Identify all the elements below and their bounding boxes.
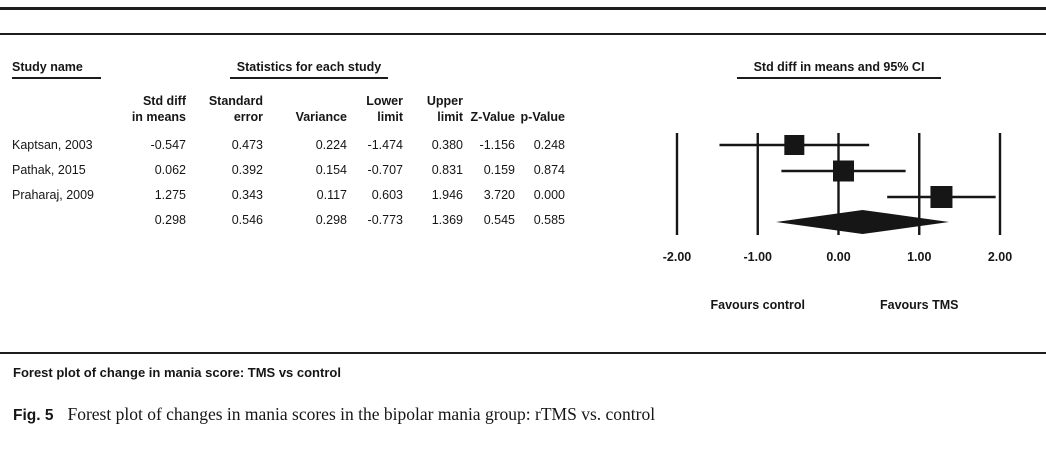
summary-value: -0.773 bbox=[367, 213, 403, 227]
summary-value: 0.546 bbox=[231, 213, 263, 227]
column-headers: Std diff in means Standard error Variance … bbox=[12, 91, 565, 125]
table-value: 0.154 bbox=[315, 163, 347, 177]
figure-caption: Fig. 5 Forest plot of changes in mania sc… bbox=[13, 402, 1013, 428]
column-header-upper-limit: Upper limit bbox=[426, 94, 463, 124]
study-label: Kaptsan, 2003 bbox=[12, 138, 93, 152]
mean-square bbox=[833, 160, 855, 182]
table-value: 0.874 bbox=[533, 163, 565, 177]
forest-plot-svg: -2.00 -1.00 0.00 1.00 2.00 Favours control Fav… bbox=[663, 133, 1012, 312]
statistics-table: Kaptsan, 2003 -0.547 0.473 0.224 -1.474 … bbox=[12, 133, 565, 233]
table-value: 0.224 bbox=[315, 138, 347, 152]
summary-value: 0.298 bbox=[154, 213, 186, 227]
column-header-lower-limit: Lower limit bbox=[366, 94, 403, 124]
column-header-standard-error: Standard error bbox=[208, 94, 263, 124]
favours-tms-label: Favours TMS bbox=[880, 298, 959, 312]
ci-plot-header: Std diff in means and 95% CI bbox=[737, 60, 941, 79]
table-value: 0.380 bbox=[431, 138, 463, 152]
summary-value: 0.585 bbox=[533, 213, 565, 227]
summary-value: 1.369 bbox=[431, 213, 463, 227]
table-value: 0.473 bbox=[231, 138, 263, 152]
table-value: 0.248 bbox=[533, 138, 565, 152]
table-value: 3.720 bbox=[483, 188, 515, 202]
statistics-group-header: Statistics for each study bbox=[230, 60, 388, 79]
table-value: 0.831 bbox=[431, 163, 463, 177]
axis-tick-label: -1.00 bbox=[744, 250, 773, 264]
summary-row-label bbox=[12, 208, 110, 233]
axis-tick-label: 0.00 bbox=[826, 250, 850, 264]
mean-square bbox=[784, 135, 805, 155]
summary-diamond bbox=[776, 210, 950, 234]
axis-tick-label: -2.00 bbox=[663, 250, 692, 264]
top-rule-thick bbox=[0, 7, 1046, 10]
study-label: Pathak, 2015 bbox=[12, 163, 86, 177]
summary-value: 0.298 bbox=[315, 213, 347, 227]
axis-tick-label: 2.00 bbox=[988, 250, 1012, 264]
summary-value: 0.545 bbox=[483, 213, 515, 227]
study-name-header: Study name bbox=[12, 60, 101, 79]
table-value: 0.117 bbox=[316, 188, 347, 202]
figure-caption-text: Forest plot of changes in mania scores i… bbox=[67, 404, 656, 424]
table-value: 0.159 bbox=[483, 163, 515, 177]
table-value: 0.603 bbox=[371, 188, 403, 202]
table-value: 0.062 bbox=[154, 163, 186, 177]
bottom-rule bbox=[0, 352, 1046, 354]
top-rule-thin bbox=[0, 33, 1046, 35]
column-header-variance: Variance bbox=[295, 110, 347, 124]
table-value: -1.156 bbox=[479, 138, 515, 152]
column-header-p-value: p-Value bbox=[520, 110, 565, 124]
table-value: 0.392 bbox=[231, 163, 263, 177]
favours-control-label: Favours control bbox=[711, 298, 805, 312]
mean-square bbox=[930, 186, 953, 208]
table-value: 0.000 bbox=[533, 188, 565, 202]
table-value: 1.946 bbox=[431, 188, 463, 202]
column-header-z-value: Z-Value bbox=[470, 110, 515, 124]
study-label: Praharaj, 2009 bbox=[12, 188, 95, 202]
column-header-std-diff: Std diff in means bbox=[131, 94, 186, 124]
table-value: 1.275 bbox=[154, 188, 186, 202]
table-value: -0.547 bbox=[150, 138, 186, 152]
table-value: 0.343 bbox=[231, 188, 263, 202]
plot-subtitle: Forest plot of change in mania score: TM… bbox=[13, 365, 341, 380]
figure-number-label: Fig. 5 bbox=[13, 407, 54, 424]
axis-tick-label: 1.00 bbox=[907, 250, 931, 264]
table-value: -0.707 bbox=[367, 163, 403, 177]
table-value: -1.474 bbox=[367, 138, 403, 152]
